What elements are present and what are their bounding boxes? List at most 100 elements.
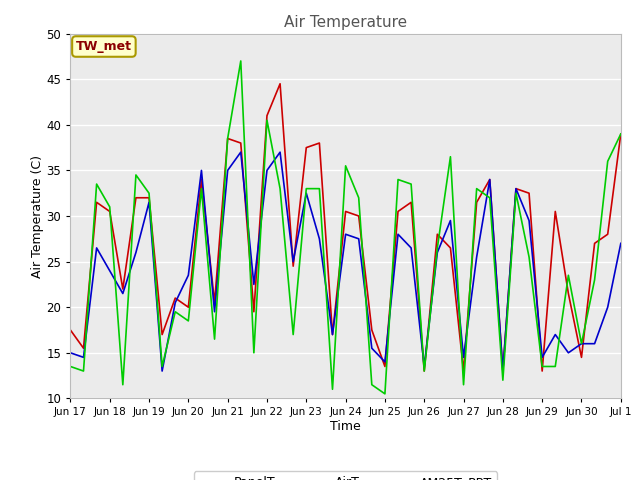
AM25T_PRT	[604, 158, 612, 164]
AM25T_PRT	[329, 386, 337, 392]
AirT	[224, 168, 232, 173]
PanelT	[499, 368, 507, 374]
PanelT	[552, 208, 559, 214]
AM25T_PRT	[276, 186, 284, 192]
PanelT	[132, 195, 140, 201]
AirT	[329, 332, 337, 337]
AM25T_PRT	[420, 368, 428, 374]
PanelT	[381, 364, 388, 370]
PanelT	[591, 240, 598, 246]
PanelT	[538, 368, 546, 374]
AirT	[591, 341, 598, 347]
AirT	[132, 250, 140, 255]
AirT	[79, 354, 87, 360]
AM25T_PRT	[486, 195, 493, 201]
AirT	[316, 236, 323, 241]
AM25T_PRT	[394, 177, 402, 182]
AirT	[512, 186, 520, 192]
AM25T_PRT	[460, 382, 467, 387]
AM25T_PRT	[552, 364, 559, 370]
AM25T_PRT	[211, 336, 218, 342]
PanelT	[407, 199, 415, 205]
Title: Air Temperature: Air Temperature	[284, 15, 407, 30]
AM25T_PRT	[433, 245, 441, 251]
AirT	[276, 149, 284, 155]
AM25T_PRT	[93, 181, 100, 187]
AM25T_PRT	[538, 364, 546, 370]
PanelT	[263, 113, 271, 119]
PanelT	[420, 368, 428, 374]
AM25T_PRT	[79, 368, 87, 374]
AirT	[237, 149, 244, 155]
PanelT	[564, 290, 572, 296]
AirT	[355, 236, 362, 241]
AirT	[473, 254, 481, 260]
PanelT	[79, 345, 87, 351]
AirT	[617, 240, 625, 246]
AM25T_PRT	[198, 186, 205, 192]
AM25T_PRT	[342, 163, 349, 168]
AirT	[250, 281, 258, 287]
AirT	[342, 231, 349, 237]
PanelT	[119, 286, 127, 292]
AM25T_PRT	[172, 309, 179, 314]
PanelT	[93, 199, 100, 205]
AM25T_PRT	[224, 135, 232, 141]
AirT	[433, 250, 441, 255]
PanelT	[578, 354, 586, 360]
PanelT	[368, 327, 376, 333]
AirT	[263, 168, 271, 173]
AirT	[525, 217, 533, 223]
PanelT	[473, 199, 481, 205]
PanelT	[460, 368, 467, 374]
AM25T_PRT	[564, 272, 572, 278]
AM25T_PRT	[355, 195, 362, 201]
PanelT	[158, 332, 166, 337]
AirT	[538, 354, 546, 360]
AirT	[420, 364, 428, 370]
Y-axis label: Air Temperature (C): Air Temperature (C)	[31, 155, 44, 277]
AM25T_PRT	[67, 364, 74, 370]
AM25T_PRT	[263, 117, 271, 123]
PanelT	[355, 213, 362, 219]
AirT	[486, 177, 493, 182]
AirT	[499, 368, 507, 374]
AirT	[158, 368, 166, 374]
Line: AM25T_PRT: AM25T_PRT	[70, 61, 621, 394]
AirT	[184, 272, 192, 278]
AM25T_PRT	[499, 377, 507, 383]
PanelT	[237, 140, 244, 146]
AM25T_PRT	[145, 190, 153, 196]
PanelT	[617, 131, 625, 137]
AirT	[172, 300, 179, 305]
PanelT	[211, 300, 218, 305]
PanelT	[447, 245, 454, 251]
AirT	[564, 350, 572, 356]
Text: TW_met: TW_met	[76, 40, 132, 53]
AM25T_PRT	[512, 190, 520, 196]
PanelT	[342, 208, 349, 214]
PanelT	[172, 295, 179, 301]
AirT	[198, 168, 205, 173]
AirT	[106, 268, 113, 274]
AirT	[552, 332, 559, 337]
AM25T_PRT	[473, 186, 481, 192]
PanelT	[604, 231, 612, 237]
PanelT	[289, 263, 297, 269]
Legend: PanelT, AirT, AM25T_PRT: PanelT, AirT, AM25T_PRT	[194, 471, 497, 480]
AM25T_PRT	[303, 186, 310, 192]
AirT	[303, 190, 310, 196]
PanelT	[67, 327, 74, 333]
AM25T_PRT	[368, 382, 376, 387]
AirT	[447, 217, 454, 223]
AM25T_PRT	[132, 172, 140, 178]
AirT	[368, 345, 376, 351]
AirT	[119, 290, 127, 296]
AM25T_PRT	[106, 204, 113, 210]
PanelT	[276, 81, 284, 86]
AirT	[145, 199, 153, 205]
PanelT	[303, 144, 310, 150]
AM25T_PRT	[289, 332, 297, 337]
AM25T_PRT	[407, 181, 415, 187]
AM25T_PRT	[316, 186, 323, 192]
